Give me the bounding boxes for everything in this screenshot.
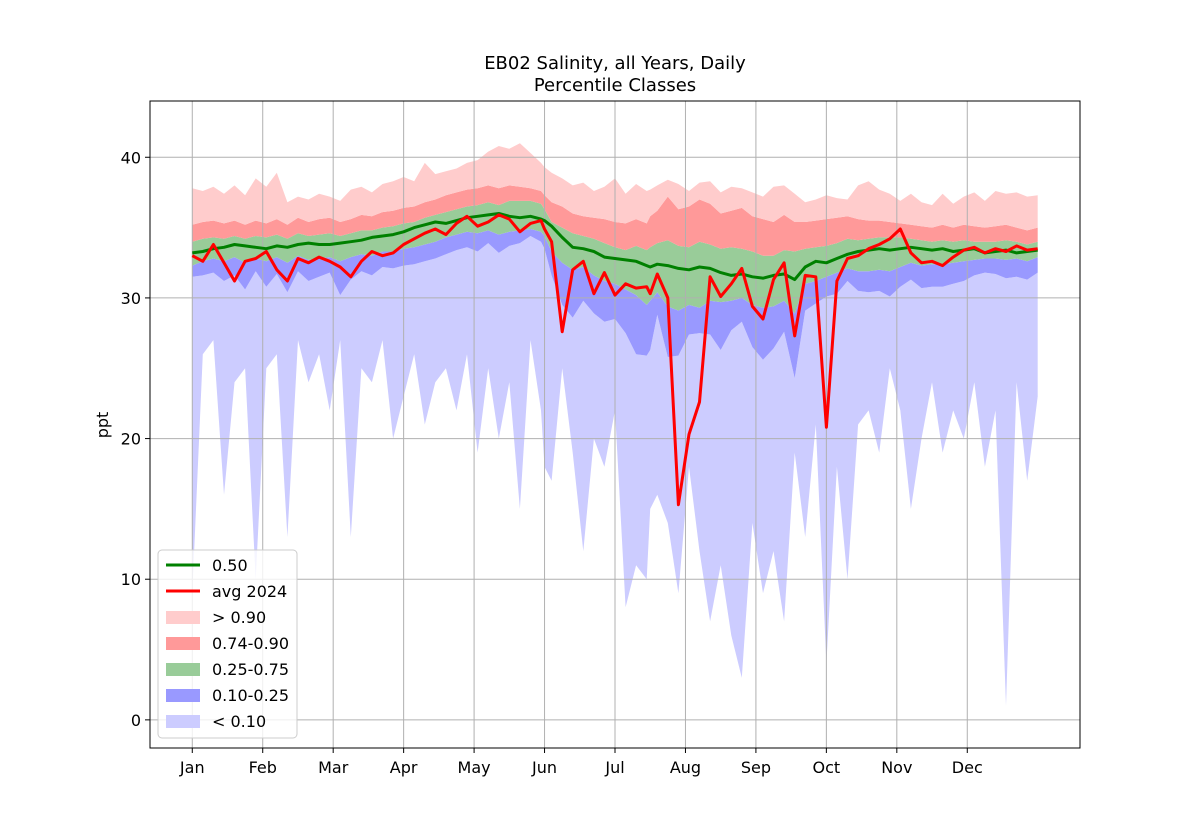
y-axis-label: ppt [93,412,112,439]
y-tick-label: 0 [131,711,141,730]
legend-swatch [166,689,200,702]
legend-label: < 0.10 [212,712,266,731]
x-tick-label: Jan [179,758,205,777]
y-tick-label: 10 [121,570,141,589]
line-0-50 [192,212,1038,282]
x-tick-label: May [458,758,491,777]
legend-swatch [166,637,200,650]
x-tick-label: Mar [318,758,349,777]
legend-label: 0.74-0.90 [212,634,289,653]
x-tick-label: Jun [531,758,557,777]
x-tick-label: Oct [813,758,841,777]
y-tick-label: 40 [121,148,141,167]
x-tick-label: Aug [670,758,701,777]
legend-swatch [166,663,200,676]
series-lines [191,212,1038,507]
x-tick-label: Sep [741,758,771,777]
x-tick-label: Feb [249,758,277,777]
x-tick-label: Dec [952,758,983,777]
legend-swatch [166,715,200,728]
x-axis-ticks: Jan Feb Mar Apr May Jun Jul Aug Sep Oct Nov Dec [179,748,983,777]
chart-subtitle: Percentile Classes [534,75,696,96]
legend: 0.50 avg 2024 > 0.90 0.74-0.90 0.25-0.75 0.10… [157,549,298,739]
chart-title: EB02 Salinity, all Years, Daily [484,53,746,74]
legend-label: > 0.90 [212,608,266,627]
x-tick-label: Jul [604,758,624,777]
legend-label: 0.50 [212,556,248,575]
legend-label: 0.10-0.25 [212,686,289,705]
y-tick-label: 30 [121,289,141,308]
y-axis-ticks: 0 10 20 30 40 [121,148,150,730]
x-tick-label: Apr [390,758,418,777]
legend-label: 0.25-0.75 [212,660,289,679]
y-tick-label: 20 [121,430,141,449]
legend-label: avg 2024 [212,582,287,601]
legend-swatch [166,611,200,624]
line-avg-2024 [191,213,1038,507]
x-tick-label: Nov [881,758,912,777]
